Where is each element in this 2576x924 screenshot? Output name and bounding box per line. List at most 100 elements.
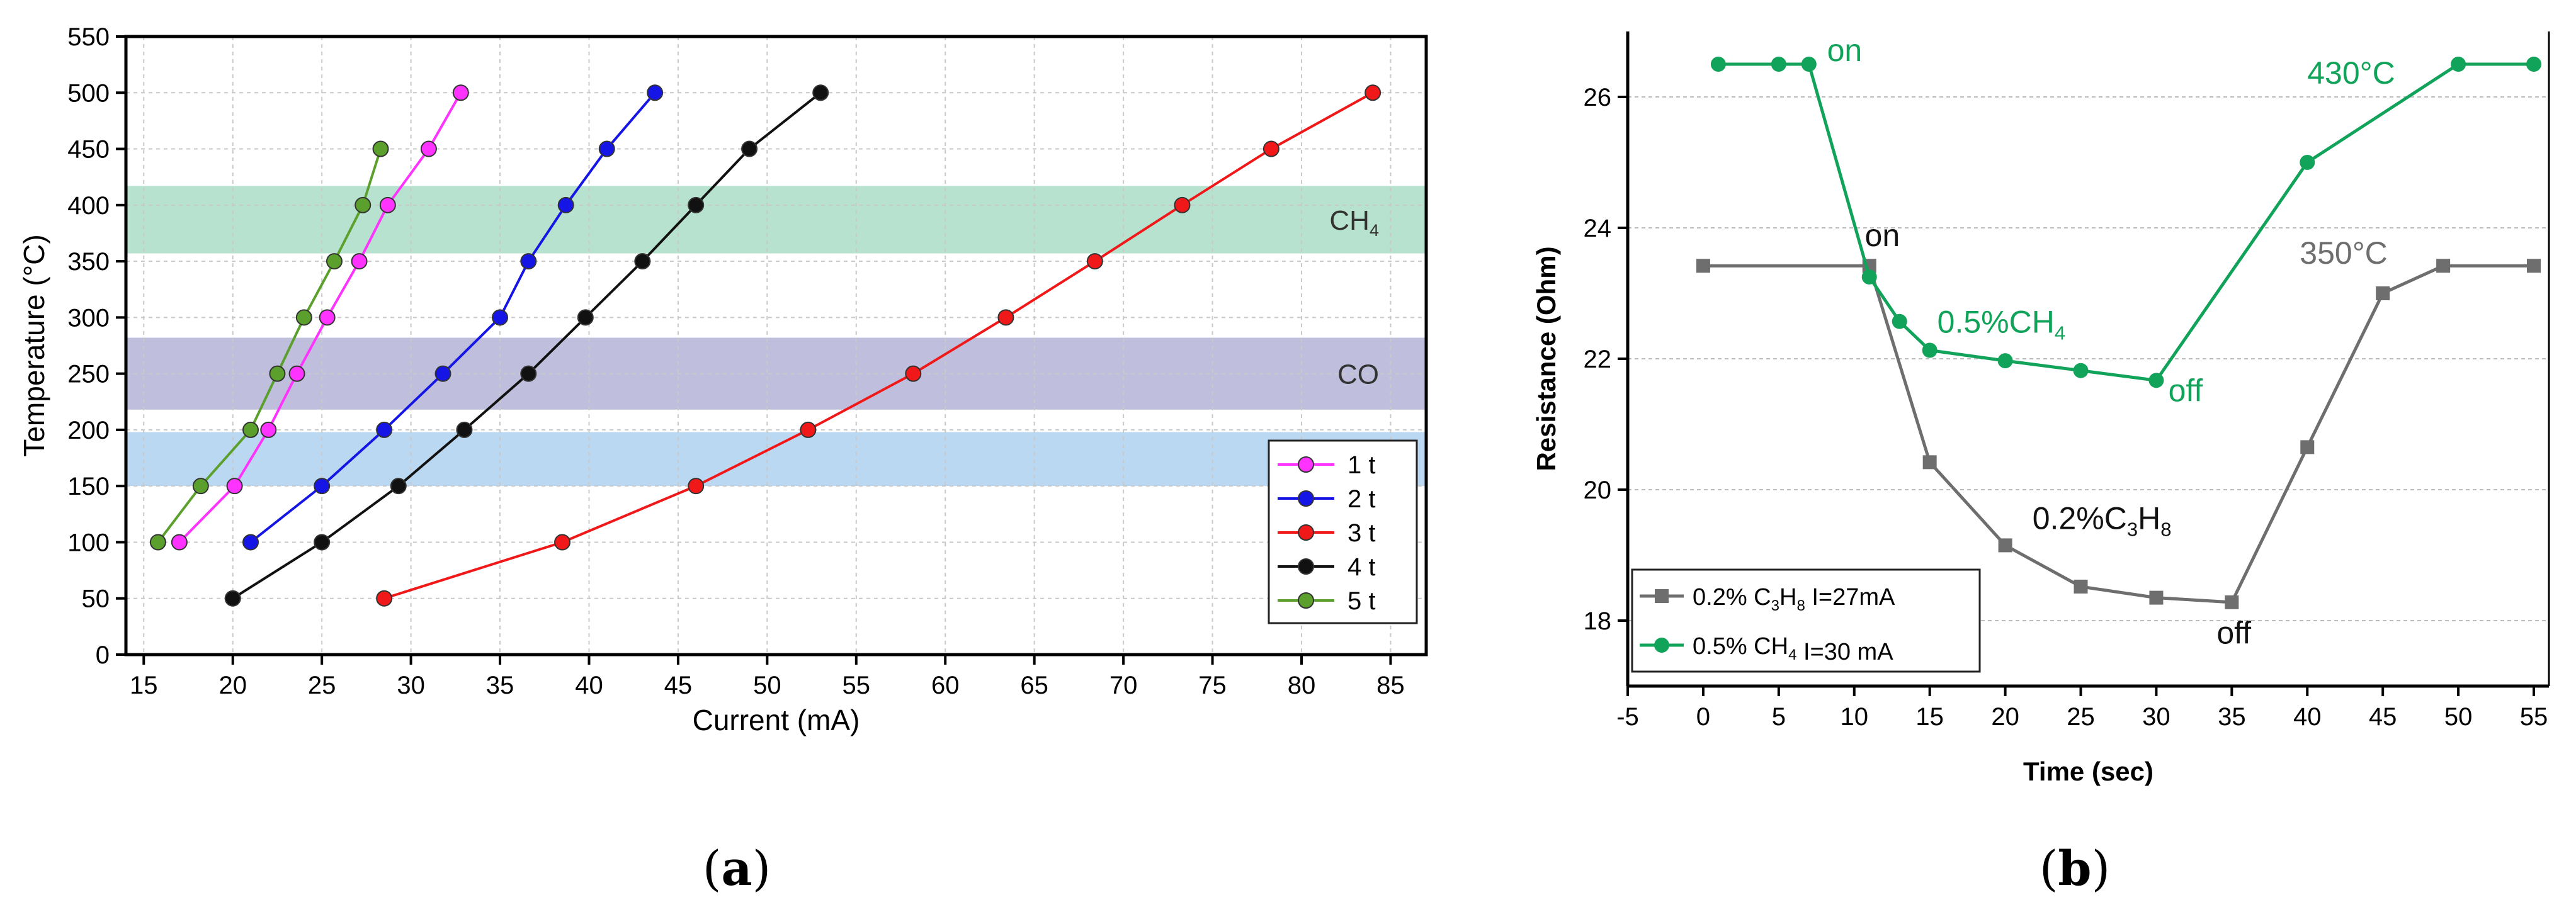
band-label: CO	[1337, 359, 1379, 390]
x-tick-label: 45	[664, 672, 693, 699]
data-point	[379, 196, 396, 213]
legend-box	[1631, 568, 1981, 673]
x-tick-label: 50	[2444, 703, 2473, 731]
chart-a: CH4COH2152025303540455055606570758085050…	[18, 23, 1428, 736]
data-point	[2436, 259, 2451, 273]
data-point	[2149, 590, 2164, 605]
data-point	[171, 534, 188, 551]
x-axis-label: Current (mA)	[693, 704, 860, 736]
x-tick-label: 0	[1696, 703, 1710, 731]
x-tick-label: 35	[486, 672, 514, 699]
data-point	[997, 309, 1014, 326]
legend-marker	[1654, 638, 1669, 653]
caption-b: (b)	[2039, 840, 2111, 896]
legend-marker	[1298, 558, 1314, 575]
data-point	[812, 84, 829, 101]
data-point	[2074, 579, 2088, 594]
data-point	[1771, 57, 1786, 72]
annotation: 0.5%CH4	[1938, 304, 2065, 344]
data-point	[598, 140, 615, 157]
data-point	[1998, 538, 2012, 553]
y-tick-label: 500	[67, 79, 110, 107]
data-point	[1365, 84, 1382, 101]
y-tick-label: 400	[67, 192, 110, 220]
x-tick-label: 30	[397, 672, 425, 699]
data-point	[242, 534, 259, 551]
chart-b: -5 0 5 10 15 20 25 30 35 40 45 50 55 18 20 22 24 26 Time (…	[1531, 31, 2550, 786]
data-point	[192, 478, 209, 495]
data-point	[288, 365, 305, 382]
data-point	[577, 309, 594, 326]
data-point	[376, 590, 393, 607]
data-point	[1892, 313, 1907, 329]
y-tick-label: 200	[67, 417, 110, 444]
legend-marker	[1298, 490, 1314, 507]
data-point	[2527, 259, 2541, 273]
x-tick-label: 5	[1772, 703, 1786, 731]
series-line-1	[1703, 264, 2534, 604]
y-tick-label: 20	[1584, 476, 1612, 504]
y-tick-label: 0	[96, 641, 110, 669]
y-tick-label: 550	[67, 23, 110, 51]
y-axis-label: Resistance (Ohm)	[1531, 246, 1561, 471]
x-tick-label: 30	[2142, 703, 2170, 731]
x-tick-label: 75	[1198, 672, 1227, 699]
x-tick-label: 40	[2293, 703, 2322, 731]
legend-marker	[1298, 592, 1314, 609]
data-point	[634, 253, 651, 270]
series-line-4	[232, 91, 822, 600]
data-point	[226, 478, 243, 495]
data-point	[800, 421, 817, 438]
x-tick-label: 80	[1288, 672, 1316, 699]
y-tick-label: 450	[67, 136, 110, 164]
data-point	[2148, 373, 2164, 388]
x-tick-label: 20	[218, 672, 247, 699]
data-point	[1262, 140, 1279, 157]
x-tick-label: 10	[1841, 703, 1869, 731]
legend-marker	[1655, 589, 1669, 603]
legend-marker	[1298, 524, 1314, 541]
data-point	[2451, 57, 2466, 72]
x-tick-label: 55	[843, 672, 871, 699]
data-point	[355, 196, 372, 213]
data-point	[1174, 196, 1191, 213]
data-point	[2526, 57, 2542, 72]
legend-label: 2 t	[1348, 485, 1375, 513]
x-tick-label: 15	[1915, 703, 1944, 731]
data-point	[260, 421, 277, 438]
y-axis-label: Temperature (°C)	[18, 234, 50, 456]
data-point	[452, 84, 469, 101]
data-point	[456, 421, 473, 438]
data-point	[434, 365, 451, 382]
data-point	[1861, 269, 1877, 285]
y-tick-label: 18	[1584, 607, 1612, 635]
data-point	[1801, 57, 1817, 72]
data-point	[372, 140, 389, 157]
annotation: on	[1827, 33, 1863, 68]
data-point	[376, 421, 393, 438]
y-tick-label: 50	[82, 585, 110, 613]
annotation: 350°C	[2300, 235, 2388, 271]
data-point	[688, 478, 705, 495]
data-point	[741, 140, 758, 157]
data-point	[326, 253, 343, 270]
band-0	[126, 186, 1426, 254]
data-point	[2073, 363, 2089, 378]
x-tick-label: 70	[1109, 672, 1138, 699]
y-tick-label: 350	[67, 248, 110, 276]
x-axis-label: Time (sec)	[2023, 757, 2153, 786]
y-tick-label: 250	[67, 361, 110, 388]
data-point	[314, 478, 331, 495]
x-tick-label: 55	[2520, 703, 2548, 731]
data-point	[1710, 57, 1726, 72]
x-tick-label: 20	[1991, 703, 2019, 731]
data-point	[149, 534, 166, 551]
annotation: off	[2169, 373, 2203, 408]
annotation: off	[2216, 615, 2251, 650]
annotation: on	[1865, 218, 1900, 253]
x-tick-label: 85	[1376, 672, 1405, 699]
data-point	[242, 421, 259, 438]
data-point	[224, 590, 241, 607]
y-tick-label: 100	[67, 529, 110, 556]
